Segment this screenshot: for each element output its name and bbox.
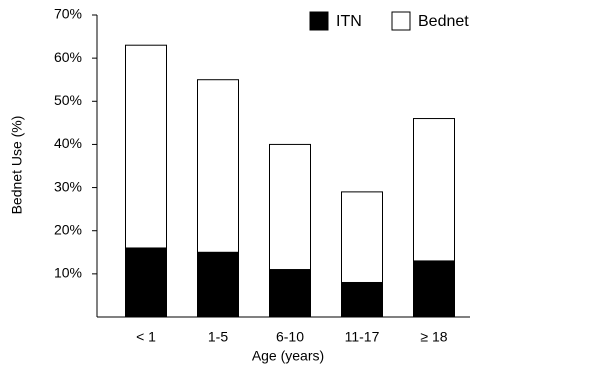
- y-tick-label: 30%: [54, 178, 82, 194]
- bar: [125, 247, 167, 318]
- x-tick-label: 6-10: [276, 329, 304, 345]
- x-tick-label: 1-5: [208, 329, 228, 345]
- y-axis-label: Bednet Use (%): [9, 116, 25, 215]
- y-tick-label: 40%: [54, 135, 82, 151]
- x-tick-label: ≥ 18: [420, 329, 447, 345]
- legend-swatch: [309, 11, 329, 31]
- legend-label: Bednet: [418, 13, 469, 30]
- x-tick-label: < 1: [136, 329, 156, 345]
- y-tick-label: 50%: [54, 92, 82, 108]
- y-tick-label: 20%: [54, 221, 82, 237]
- legend-label: ITN: [336, 13, 362, 30]
- bar: [341, 281, 383, 318]
- x-tick-label: 11-17: [345, 329, 380, 345]
- bar: [197, 251, 239, 318]
- legend-swatch: [391, 11, 411, 31]
- y-tick-label: 60%: [54, 49, 82, 65]
- x-axis-label: Age (years): [252, 348, 324, 364]
- bar: [413, 260, 455, 318]
- y-tick-label: 10%: [54, 265, 82, 281]
- bar: [269, 269, 311, 318]
- y-tick-label: 70%: [54, 6, 82, 22]
